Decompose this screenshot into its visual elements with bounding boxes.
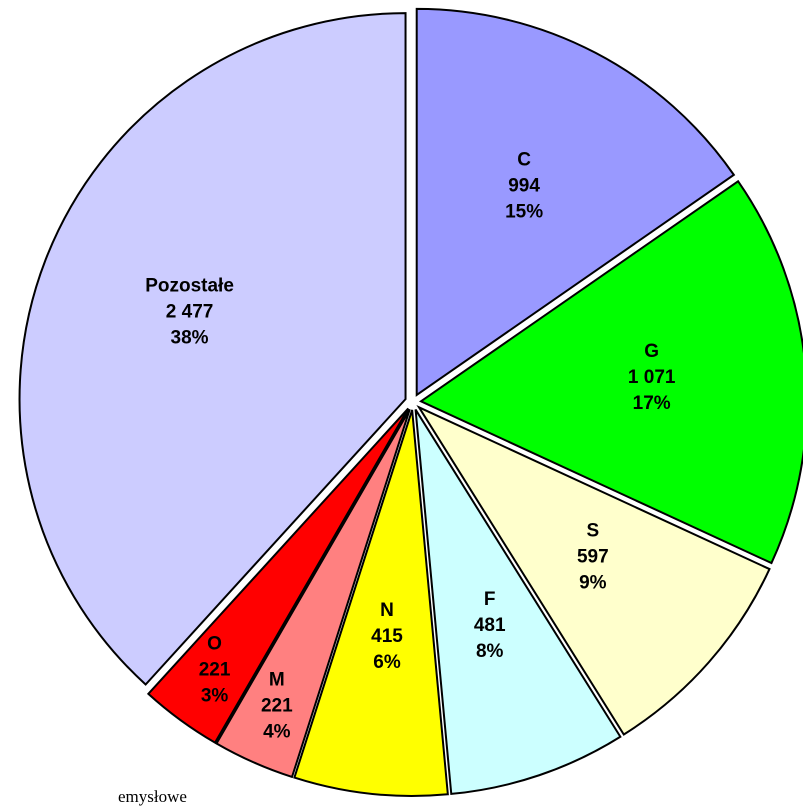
slice-label-line: M (269, 669, 285, 690)
footnote: emysłowe (118, 787, 187, 806)
pie-slice (414, 409, 622, 796)
slice-label-line: S (586, 520, 599, 541)
pie-slice (418, 179, 803, 565)
slice-label: F 481 8% (474, 589, 506, 662)
slice-label: O 221 3% (199, 633, 231, 706)
slice-label: M 221 4% (261, 669, 293, 742)
slice-label-line: 4% (263, 721, 291, 742)
pie-slice (215, 408, 411, 779)
pie-slice (416, 404, 771, 736)
slice-label: Pozostałe 2 477 38% (145, 276, 234, 349)
slice-label: N 415 6% (371, 600, 403, 673)
pie-slice (146, 407, 410, 744)
slice-label-line: 415 (371, 626, 403, 647)
pie-slice (293, 409, 449, 797)
slice-label-line: 994 (508, 176, 540, 197)
pie-slice (18, 12, 407, 686)
slice-label: C 994 15% (505, 150, 543, 223)
slice-label-line: N (380, 600, 394, 621)
slice-label-line: 221 (199, 659, 231, 680)
slice-label-line: 38% (171, 328, 209, 349)
pie-slice (415, 7, 736, 397)
slice-label-line: G (644, 341, 659, 362)
slice-label: S 597 9% (577, 520, 609, 593)
slice-label-line: 2 477 (166, 302, 214, 323)
slice-label-line: Pozostałe (145, 276, 234, 297)
slice-label: G 1 071 17% (628, 341, 676, 414)
slice-label-line: F (484, 589, 496, 610)
slice-label-line: 9% (579, 572, 607, 593)
slice-label-line: 6% (373, 652, 401, 673)
slice-label-line: 17% (633, 393, 671, 414)
slice-label-line: 3% (201, 685, 229, 706)
slice-label-line: 221 (261, 695, 293, 716)
slice-label-line: 15% (505, 202, 543, 223)
slice-label-line: 481 (474, 615, 506, 636)
slice-label-line: O (207, 633, 222, 654)
slice-label-line: 8% (476, 641, 504, 662)
slice-label-line: 597 (577, 546, 609, 567)
slice-label-line: C (517, 150, 531, 171)
slice-label-line: 1 071 (628, 367, 676, 388)
